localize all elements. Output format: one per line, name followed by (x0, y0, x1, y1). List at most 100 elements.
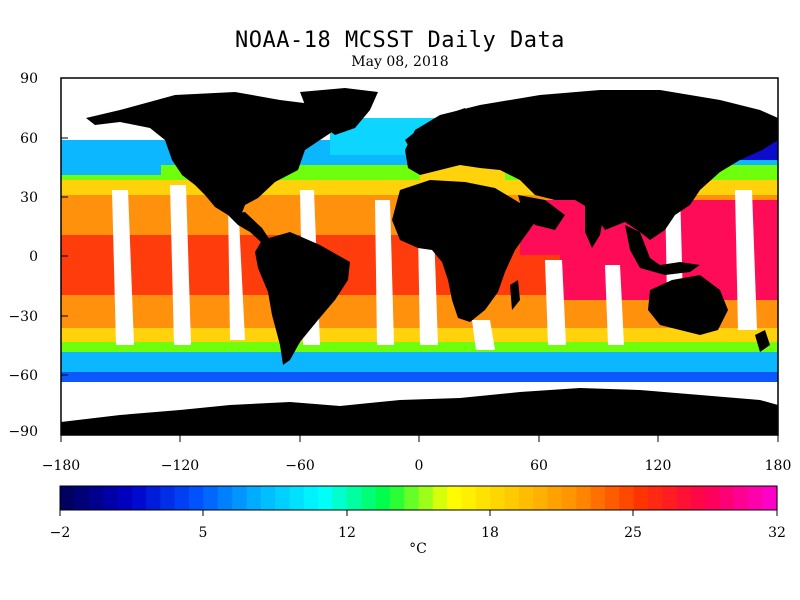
colorbar-step (146, 486, 161, 510)
colorbar-step (576, 486, 592, 510)
colorbar-step (533, 486, 549, 510)
colorbar-step (418, 486, 434, 510)
land-india (585, 205, 605, 248)
colorbar-step (475, 486, 491, 510)
land-antarctica (61, 388, 778, 435)
lon-axis: −180 −120 −60 0 60 120 180 (42, 435, 792, 474)
sst-band-south-warm (61, 328, 778, 344)
sst-band-south-mid (61, 342, 778, 354)
colorbar-step (676, 486, 692, 510)
colorbar-step (275, 486, 291, 510)
colorbar-frame (59, 485, 778, 511)
colorbar-step (719, 486, 735, 510)
land-central-america (228, 212, 270, 243)
colorbar-step (590, 486, 606, 510)
colorbar: −2 5 12 18 25 32 (50, 485, 786, 541)
colorbar-step (60, 486, 75, 510)
swath-gap (228, 200, 245, 340)
colorbar-step (232, 486, 248, 510)
colorbar-step (389, 486, 405, 510)
colorbar-tick-label: 18 (481, 525, 499, 541)
colorbar-gradient (60, 486, 778, 510)
colorbar-tick-label: 12 (338, 525, 356, 541)
colorbar-step (748, 486, 764, 510)
colorbar-tick-label: 25 (624, 525, 642, 541)
lon-tick-label: −120 (161, 458, 199, 474)
colorbar-step (303, 486, 319, 510)
colorbar-step (217, 486, 233, 510)
lon-tick-label: −180 (42, 458, 80, 474)
swath-gap (472, 320, 495, 350)
colorbar-step (547, 486, 563, 510)
lon-tick-label: −60 (285, 458, 315, 474)
colorbar-step (131, 486, 147, 510)
colorbar-step (633, 486, 649, 510)
land-japan (685, 170, 700, 195)
colorbar-step (647, 486, 663, 510)
colorbar-step (346, 486, 362, 510)
colorbar-step (604, 486, 620, 510)
colorbar-step (619, 486, 635, 510)
colorbar-step (289, 486, 305, 510)
lon-tick-label: 0 (415, 458, 424, 474)
colorbar-step (733, 486, 749, 510)
colorbar-step (260, 486, 276, 510)
land-uk (405, 132, 420, 152)
colorbar-step (762, 486, 778, 510)
sst-band-south-cold (61, 352, 778, 372)
swath-gap (418, 230, 438, 345)
swath-gap (545, 260, 566, 345)
colorbar-step (518, 486, 534, 510)
land-africa (392, 180, 540, 322)
colorbar-step (189, 486, 204, 510)
map-area (61, 78, 778, 435)
lat-tick-label: 60 (20, 131, 38, 147)
colorbar-step (246, 486, 262, 510)
colorbar-step (332, 486, 348, 510)
land-scandinavia (430, 108, 470, 145)
colorbar-step (705, 486, 721, 510)
land-arabia (518, 195, 565, 230)
lat-tick-label: −30 (8, 309, 38, 325)
map-title: NOAA-18 MCSST Daily Data (235, 28, 565, 53)
colorbar-tick-label: 32 (768, 525, 786, 541)
sst-band-south-colder (61, 372, 778, 382)
map-date: May 08, 2018 (351, 54, 449, 70)
colorbar-step (662, 486, 678, 510)
colorbar-step (318, 486, 334, 510)
lat-tick-label: 90 (20, 71, 38, 87)
colorbar-tick-label: −2 (50, 525, 71, 541)
lon-tick-label: 180 (765, 458, 792, 474)
colorbar-step (74, 486, 90, 510)
land-north-america (86, 92, 340, 218)
colorbar-step (160, 486, 176, 510)
colorbar-tick-label: 5 (199, 525, 208, 541)
colorbar-step (447, 486, 463, 510)
swath-gap (112, 190, 134, 345)
lon-tick-label: 120 (645, 458, 672, 474)
colorbar-step (103, 486, 118, 510)
colorbar-unit: °C (409, 541, 427, 557)
colorbar-step (117, 486, 133, 510)
lat-tick-label: −90 (8, 424, 38, 440)
colorbar-step (690, 486, 706, 510)
land-masses (61, 88, 778, 435)
swath-gap (375, 200, 394, 345)
swath-gap (735, 190, 757, 330)
swath-gap (170, 185, 191, 345)
lat-axis: 90 60 30 0 −30 −60 −90 (8, 71, 68, 440)
colorbar-step (561, 486, 577, 510)
land-se-asia (625, 225, 700, 275)
land-eurasia (405, 90, 778, 240)
colorbar-step (375, 486, 391, 510)
land-new-zealand (755, 330, 770, 352)
colorbar-step (504, 486, 520, 510)
lat-tick-label: 30 (20, 190, 38, 206)
swath-gap (605, 265, 624, 345)
colorbar-step (203, 486, 219, 510)
lat-tick-label: 0 (29, 249, 38, 265)
land-greenland (300, 88, 378, 135)
colorbar-step (361, 486, 377, 510)
sst-ne-pacific (61, 140, 161, 175)
